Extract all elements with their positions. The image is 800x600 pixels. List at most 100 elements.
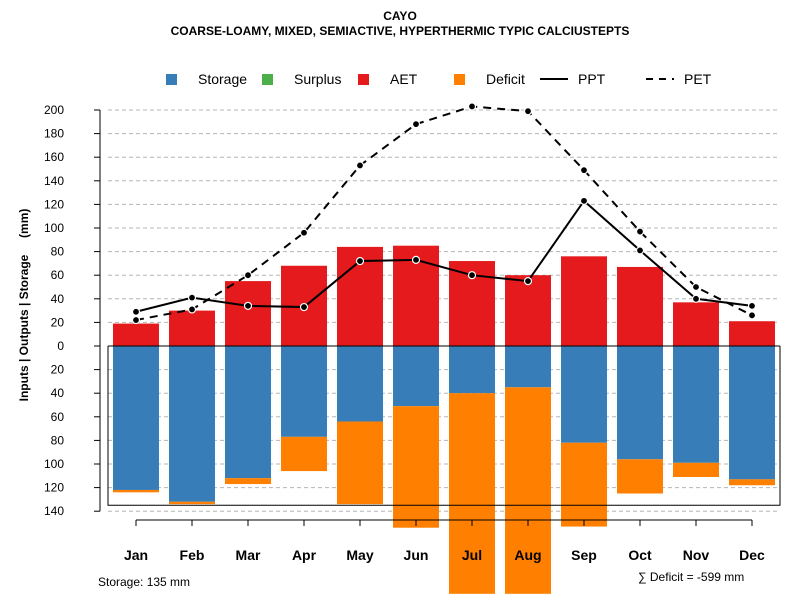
legend-label-storage: Storage (198, 71, 247, 87)
legend-label-deficit: Deficit (486, 71, 525, 87)
legend-swatch-deficit (454, 74, 465, 85)
ppt-point (131, 307, 141, 316)
x-tick-label: Jan (124, 547, 148, 563)
aet-bar (673, 302, 719, 346)
pet-point (355, 161, 365, 170)
y-tick-label: 60 (51, 268, 65, 282)
aet-bar (505, 275, 551, 346)
storage-bar (673, 346, 719, 463)
storage-bar (617, 346, 663, 460)
legend-label-aet: AET (390, 71, 418, 87)
x-tick-label: Aug (514, 547, 541, 563)
legend-label-pet: PET (684, 71, 712, 87)
storage-bar (449, 346, 495, 394)
pet-point (131, 315, 141, 325)
storage-bar (225, 346, 271, 479)
pet-point (299, 228, 309, 237)
pet-point (411, 120, 421, 129)
deficit-bar (281, 436, 327, 472)
y-tick-label: 0 (57, 339, 64, 353)
ppt-point (523, 277, 533, 286)
storage-bar (281, 346, 327, 437)
y-tick-label: 140 (44, 504, 64, 518)
deficit-bar (449, 393, 495, 594)
ppt-point (747, 301, 757, 310)
x-tick-label: Feb (180, 547, 205, 563)
deficit-bar (225, 478, 271, 485)
y-axis-label: Inputs | Outputs | Storage (mm) (17, 209, 31, 402)
y-tick-label: 20 (51, 363, 65, 377)
ppt-point (355, 256, 365, 266)
legend-swatch-aet (358, 74, 369, 85)
y-tick-label: 80 (51, 245, 65, 259)
deficit-footnote: ∑ Deficit = -599 mm (638, 570, 745, 584)
x-tick-label: Apr (292, 547, 317, 563)
pet-line (135, 105, 753, 322)
deficit-bar (169, 501, 215, 505)
aet-bar (169, 310, 215, 346)
storage-capacity-box (107, 346, 781, 506)
y-tick-label: 40 (51, 292, 65, 306)
deficit-bar (393, 406, 439, 528)
aet-bar (225, 281, 271, 346)
pet-point (523, 107, 533, 116)
x-tick-label: Mar (236, 547, 261, 563)
aet-bar (561, 256, 607, 346)
storage-bar (169, 346, 215, 502)
pet-point (467, 102, 477, 111)
pet-point (187, 305, 197, 314)
x-tick-label: Jun (404, 547, 429, 563)
ppt-point (187, 293, 197, 302)
chart-subtitle: COARSE-LOAMY, MIXED, SEMIACTIVE, HYPERTH… (170, 24, 630, 38)
y-tick-label: 140 (44, 174, 64, 188)
x-tick-label: Nov (683, 547, 710, 563)
pet-point (691, 282, 701, 292)
y-tick-label: 120 (44, 481, 64, 495)
y-tick-label: 40 (51, 386, 65, 400)
legend-swatch-surplus (262, 74, 273, 85)
ppt-point (467, 271, 477, 280)
deficit-bar (561, 442, 607, 527)
y-tick-label: 120 (44, 197, 64, 211)
deficit-bar (505, 387, 551, 594)
y-tick-label: 80 (51, 433, 65, 447)
aet-bar (617, 266, 663, 346)
legend-label-surplus: Surplus (294, 71, 341, 87)
y-tick-label: 100 (44, 221, 64, 235)
ppt-line (135, 199, 753, 313)
storage-bar (505, 346, 551, 388)
deficit-bar (337, 421, 383, 505)
x-tick-label: May (346, 547, 373, 563)
deficit-bar (673, 462, 719, 477)
y-tick-label: 160 (44, 150, 64, 164)
x-tick-label: Oct (628, 547, 652, 563)
storage-bar (337, 346, 383, 422)
pet-point (579, 166, 589, 175)
aet-bar (729, 321, 775, 346)
x-tick-label: Dec (739, 547, 765, 563)
pet-point (635, 227, 645, 236)
ppt-point (299, 302, 309, 312)
y-tick-label: 60 (51, 410, 65, 424)
pet-point (747, 311, 757, 320)
storage-footnote: Storage: 135 mm (98, 575, 191, 589)
storage-bar (113, 346, 159, 490)
y-tick-label: 200 (44, 103, 64, 117)
deficit-bar (113, 489, 159, 493)
legend-swatch-storage (166, 74, 177, 85)
ppt-point (243, 301, 253, 310)
y-tick-label: 100 (44, 457, 64, 471)
deficit-bar (729, 479, 775, 486)
ppt-point (579, 196, 589, 205)
legend-label-ppt: PPT (578, 71, 606, 87)
x-tick-label: Sep (571, 547, 597, 563)
storage-bar (393, 346, 439, 407)
storage-bar (561, 346, 607, 443)
pet-point (243, 271, 253, 280)
storage-bar (729, 346, 775, 480)
y-tick-label: 20 (51, 315, 65, 329)
ppt-point (635, 246, 645, 255)
x-tick-label: Jul (462, 547, 482, 563)
ppt-point (691, 294, 701, 303)
